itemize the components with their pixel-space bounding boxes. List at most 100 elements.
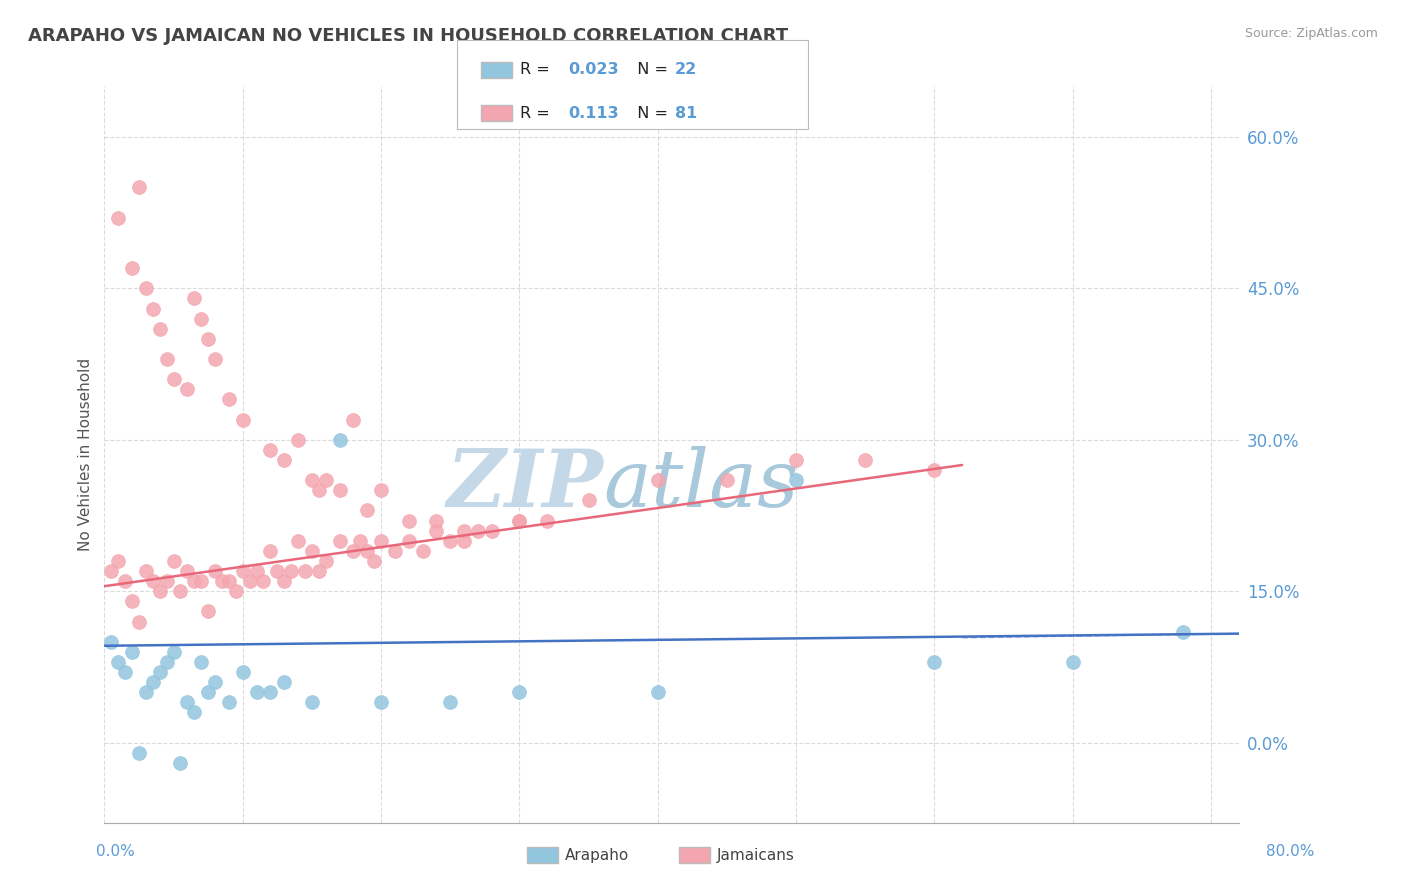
Point — [329, 483, 352, 498]
Point — [162, 372, 184, 386]
Point — [128, 615, 150, 629]
Point — [356, 544, 378, 558]
Point — [128, 180, 150, 194]
Point — [100, 634, 122, 648]
Point — [107, 211, 129, 225]
Point — [439, 533, 461, 548]
Point — [218, 392, 240, 407]
Text: R =: R = — [520, 62, 555, 77]
Point — [232, 665, 254, 679]
Point — [425, 524, 447, 538]
Point — [853, 453, 876, 467]
Point — [169, 584, 191, 599]
Point — [370, 533, 392, 548]
Point — [329, 533, 352, 548]
Point — [273, 574, 295, 589]
Point — [342, 412, 364, 426]
Point — [135, 685, 157, 699]
Point — [370, 695, 392, 709]
Point — [204, 351, 226, 366]
Point — [308, 564, 330, 578]
Point — [259, 544, 281, 558]
Point — [211, 574, 233, 589]
Point — [287, 533, 309, 548]
Point — [100, 564, 122, 578]
Point — [162, 645, 184, 659]
Point — [301, 695, 323, 709]
Point — [121, 594, 143, 608]
Point — [128, 746, 150, 760]
Point — [453, 533, 475, 548]
Text: 0.023: 0.023 — [568, 62, 619, 77]
Point — [266, 564, 288, 578]
Point — [149, 321, 172, 335]
Point — [135, 564, 157, 578]
Text: 81: 81 — [675, 106, 697, 120]
Point — [142, 301, 165, 316]
Point — [924, 463, 946, 477]
Point — [190, 655, 212, 669]
Point — [156, 655, 179, 669]
Point — [785, 453, 807, 467]
Point — [398, 514, 420, 528]
Point — [508, 514, 530, 528]
Point — [363, 554, 385, 568]
Point — [425, 514, 447, 528]
Text: 0.0%: 0.0% — [96, 845, 135, 859]
Text: Jamaicans: Jamaicans — [717, 848, 794, 863]
Point — [259, 442, 281, 457]
Point — [294, 564, 316, 578]
Point — [183, 574, 205, 589]
Text: ARAPAHO VS JAMAICAN NO VEHICLES IN HOUSEHOLD CORRELATION CHART: ARAPAHO VS JAMAICAN NO VEHICLES IN HOUSE… — [28, 27, 789, 45]
Point — [453, 524, 475, 538]
Point — [1062, 655, 1084, 669]
Point — [183, 706, 205, 720]
Y-axis label: No Vehicles in Household: No Vehicles in Household — [79, 359, 93, 551]
Point — [356, 503, 378, 517]
Point — [370, 483, 392, 498]
Text: 0.113: 0.113 — [568, 106, 619, 120]
Point — [412, 544, 434, 558]
Point — [785, 473, 807, 487]
Point — [924, 655, 946, 669]
Point — [308, 483, 330, 498]
Point — [232, 564, 254, 578]
Point — [578, 493, 600, 508]
Point — [467, 524, 489, 538]
Text: N =: N = — [627, 62, 673, 77]
Point — [245, 685, 267, 699]
Text: N =: N = — [627, 106, 673, 120]
Point — [218, 695, 240, 709]
Point — [156, 574, 179, 589]
Text: ZIP: ZIP — [447, 446, 603, 523]
Point — [536, 514, 558, 528]
Point — [142, 675, 165, 690]
Text: 22: 22 — [675, 62, 697, 77]
Point — [647, 473, 669, 487]
Point — [287, 433, 309, 447]
Point — [149, 584, 172, 599]
Point — [149, 665, 172, 679]
Point — [162, 554, 184, 568]
Point — [176, 564, 198, 578]
Point — [329, 433, 352, 447]
Point — [439, 695, 461, 709]
Point — [232, 412, 254, 426]
Point — [481, 524, 503, 538]
Point — [183, 292, 205, 306]
Point — [342, 544, 364, 558]
Point — [197, 332, 219, 346]
Point — [280, 564, 302, 578]
Point — [176, 382, 198, 396]
Point — [204, 675, 226, 690]
Point — [197, 604, 219, 618]
Point — [107, 655, 129, 669]
Point — [135, 281, 157, 295]
Point — [384, 544, 406, 558]
Point — [218, 574, 240, 589]
Point — [114, 665, 136, 679]
Point — [315, 473, 337, 487]
Point — [176, 695, 198, 709]
Point — [245, 564, 267, 578]
Point — [156, 351, 179, 366]
